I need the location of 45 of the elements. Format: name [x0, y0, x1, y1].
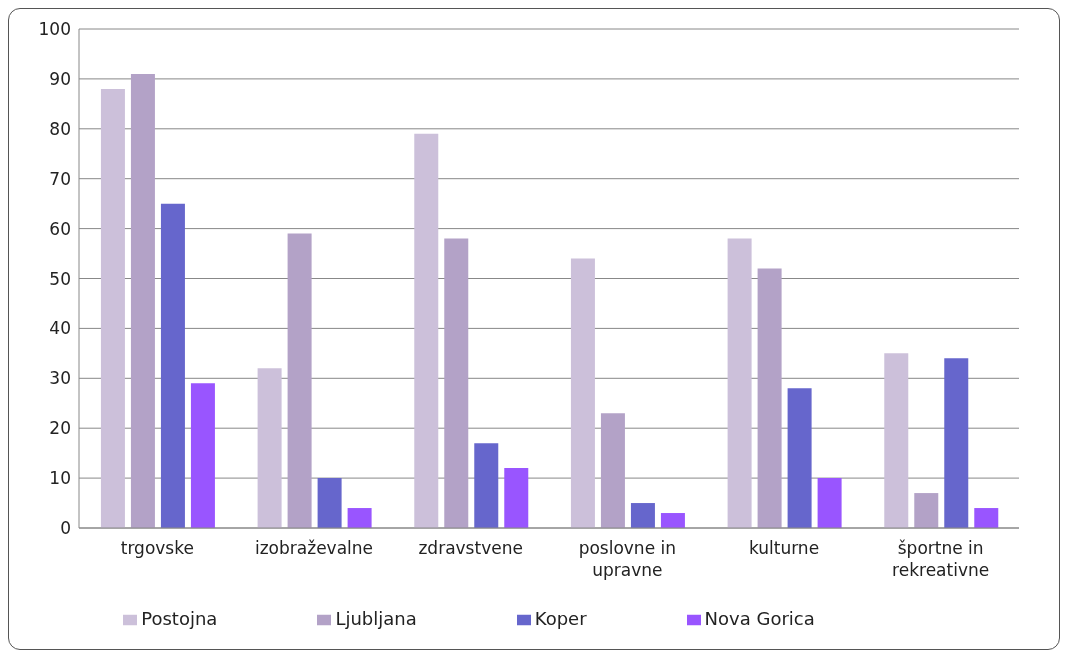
bar: [287, 233, 312, 528]
y-tick-label: 70: [49, 168, 71, 189]
y-tick-label: 100: [38, 19, 71, 40]
bar: [787, 388, 812, 528]
legend-label: Ljubljana: [335, 608, 417, 629]
bar: [414, 133, 439, 528]
bar: [600, 413, 625, 528]
bar: [570, 258, 595, 528]
bar: [257, 368, 282, 528]
y-tick-label: 60: [49, 218, 71, 239]
y-tick-label: 90: [49, 68, 71, 89]
bar: [817, 478, 842, 528]
bar: [757, 268, 782, 528]
bar: [130, 73, 155, 528]
x-tick-label: kulturne: [748, 538, 820, 558]
y-tick-label: 0: [60, 518, 71, 539]
legend-label: Postojna: [141, 608, 218, 629]
bar: [660, 513, 685, 528]
y-tick-label: 40: [49, 318, 71, 339]
x-tick-label: poslovne in upravne: [578, 538, 677, 580]
bar: [727, 238, 752, 528]
bar: [974, 508, 999, 528]
legend-label: Koper: [534, 608, 587, 629]
y-tick-label: 10: [49, 468, 71, 489]
legend-label: Nova Gorica: [704, 608, 815, 629]
bar: [914, 493, 939, 528]
bar: [100, 88, 125, 528]
bar: [884, 353, 909, 528]
bar: [944, 358, 969, 528]
x-tick-label: izobraževalne: [254, 538, 374, 558]
y-tick-label: 80: [49, 118, 71, 139]
bar: [444, 238, 469, 528]
y-tick-label: 20: [49, 418, 71, 439]
y-tick-label: 50: [49, 268, 71, 289]
x-tick-label: športne in rekreativne: [892, 538, 990, 580]
bar: [474, 443, 499, 528]
x-tick-label: trgovske: [120, 538, 194, 558]
bar: [630, 503, 655, 528]
x-tick-label: zdravstvene: [418, 538, 523, 558]
bar: [160, 203, 185, 528]
bar: [317, 478, 342, 528]
bar: [190, 383, 215, 528]
y-tick-label: 30: [49, 368, 71, 389]
bar: [347, 508, 372, 528]
bar: [504, 468, 529, 528]
